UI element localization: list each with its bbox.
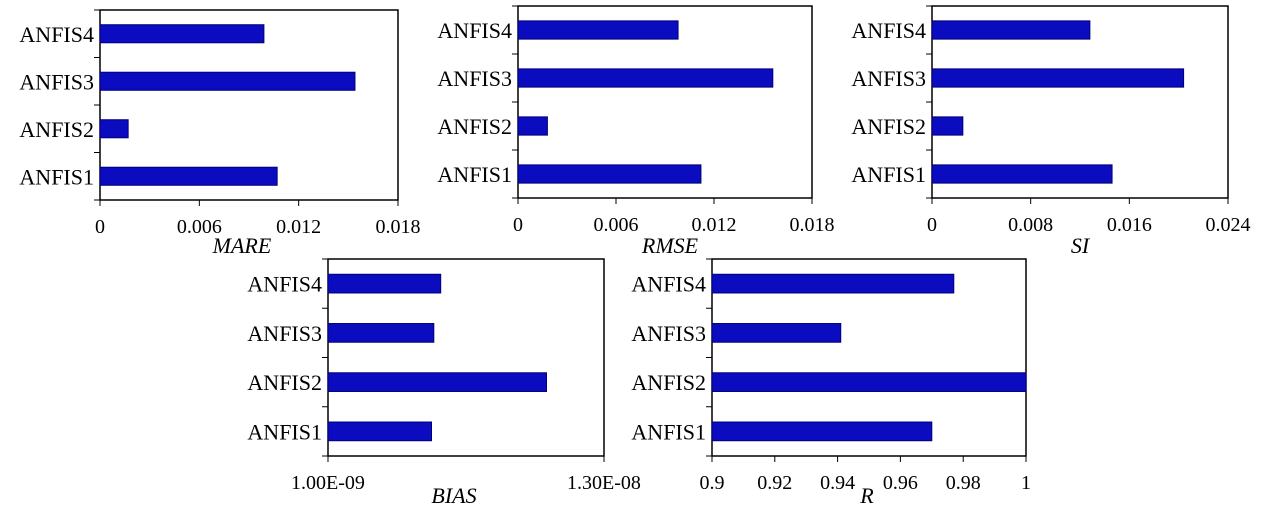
bar-anfis4 [711, 273, 955, 294]
x-tick-label: 0.92 [757, 472, 792, 494]
bar-anfis2 [931, 116, 964, 136]
x-tick-label: 0.94 [820, 472, 855, 494]
bar-anfis3 [711, 323, 842, 343]
x-tick-label: 1.30E-08 [567, 472, 641, 494]
category-label-anfis4: ANFIS4 [19, 22, 94, 47]
x-tick-label: 0.012 [692, 214, 737, 236]
category-label-anfis2: ANFIS2 [437, 114, 512, 139]
x-tick-label: 0 [95, 216, 105, 238]
chart-panel-si: ANFIS1 ANFIS2 ANFIS3 ANFIS4 0 0.008 0.016 0.024… [851, 5, 1251, 258]
x-tick-label: 0 [927, 214, 937, 236]
x-tick-label: 0.018 [790, 214, 835, 236]
bar-anfis4 [99, 24, 265, 44]
x-tick-label: 0.9 [700, 472, 725, 494]
x-tick-label: 0.006 [177, 216, 222, 238]
bar-anfis1 [517, 164, 702, 184]
category-label-anfis4: ANFIS4 [437, 18, 512, 43]
category-label-anfis1: ANFIS1 [851, 162, 926, 187]
x-axis-title-r: R [859, 483, 874, 508]
bar-anfis4 [327, 273, 442, 294]
x-tick-label: 0.016 [1107, 214, 1152, 236]
x-tick-label: 0.006 [594, 214, 639, 236]
bar-anfis2 [99, 119, 129, 139]
bar-anfis3 [517, 68, 774, 88]
x-tick-label: 1 [1021, 472, 1031, 494]
category-label-anfis4: ANFIS4 [851, 18, 926, 43]
chart-panel-rmse: ANFIS1 ANFIS2 ANFIS3 ANFIS4 0 0.006 0.012 0.018… [437, 5, 835, 258]
category-label-anfis1: ANFIS1 [247, 419, 322, 444]
category-label-anfis3: ANFIS3 [631, 321, 706, 346]
bar-anfis1 [711, 421, 933, 442]
x-tick-label: 0.024 [1206, 214, 1251, 236]
bar-anfis3 [931, 68, 1185, 88]
x-tick-label: 0.008 [1008, 214, 1053, 236]
chart-panel-bias: ANFIS1 ANFIS2 ANFIS3 ANFIS4 1.00E-09 1.30E-08… [247, 258, 641, 508]
x-tick-label: 0.012 [276, 216, 321, 238]
category-label-anfis3: ANFIS3 [851, 66, 926, 91]
bar-anfis3 [327, 323, 435, 343]
x-tick-label: 0.96 [883, 472, 918, 494]
x-axis-title-bias: BIAS [431, 483, 476, 508]
x-axis-title-si: SI [1071, 233, 1091, 258]
x-axis-title-mare: MARE [212, 233, 272, 258]
chart-panel-r: ANFIS1 ANFIS2 ANFIS3 ANFIS4 0.9 0.92 0.94 0.96 0… [631, 258, 1031, 508]
bar-anfis1 [99, 166, 278, 186]
bar-anfis4 [931, 20, 1091, 40]
bar-anfis4 [517, 20, 679, 40]
bar-anfis2 [711, 372, 1027, 392]
category-label-anfis1: ANFIS1 [19, 164, 94, 189]
category-label-anfis4: ANFIS4 [631, 272, 706, 297]
x-tick-label: 0.018 [376, 216, 421, 238]
x-tick-label: 0.98 [946, 472, 981, 494]
category-label-anfis2: ANFIS2 [851, 114, 926, 139]
category-label-anfis1: ANFIS1 [631, 419, 706, 444]
category-label-anfis4: ANFIS4 [247, 272, 322, 297]
chart-panel-mare: ANFIS1 ANFIS2 ANFIS3 ANFIS4 0 0.006 0.012 0.018… [19, 9, 421, 258]
x-tick-label: 1.00E-09 [291, 472, 365, 494]
x-tick-label: 0 [513, 214, 523, 236]
category-label-anfis1: ANFIS1 [437, 162, 512, 187]
category-label-anfis2: ANFIS2 [19, 117, 94, 142]
bar-anfis3 [99, 71, 356, 91]
category-label-anfis3: ANFIS3 [19, 69, 94, 94]
x-axis-title-rmse: RMSE [641, 233, 699, 258]
bar-anfis1 [327, 421, 432, 442]
category-label-anfis3: ANFIS3 [437, 66, 512, 91]
bar-anfis2 [327, 372, 547, 392]
category-label-anfis2: ANFIS2 [631, 370, 706, 395]
bar-anfis2 [517, 116, 548, 136]
category-label-anfis3: ANFIS3 [247, 321, 322, 346]
bar-anfis1 [931, 164, 1113, 184]
category-label-anfis2: ANFIS2 [247, 370, 322, 395]
